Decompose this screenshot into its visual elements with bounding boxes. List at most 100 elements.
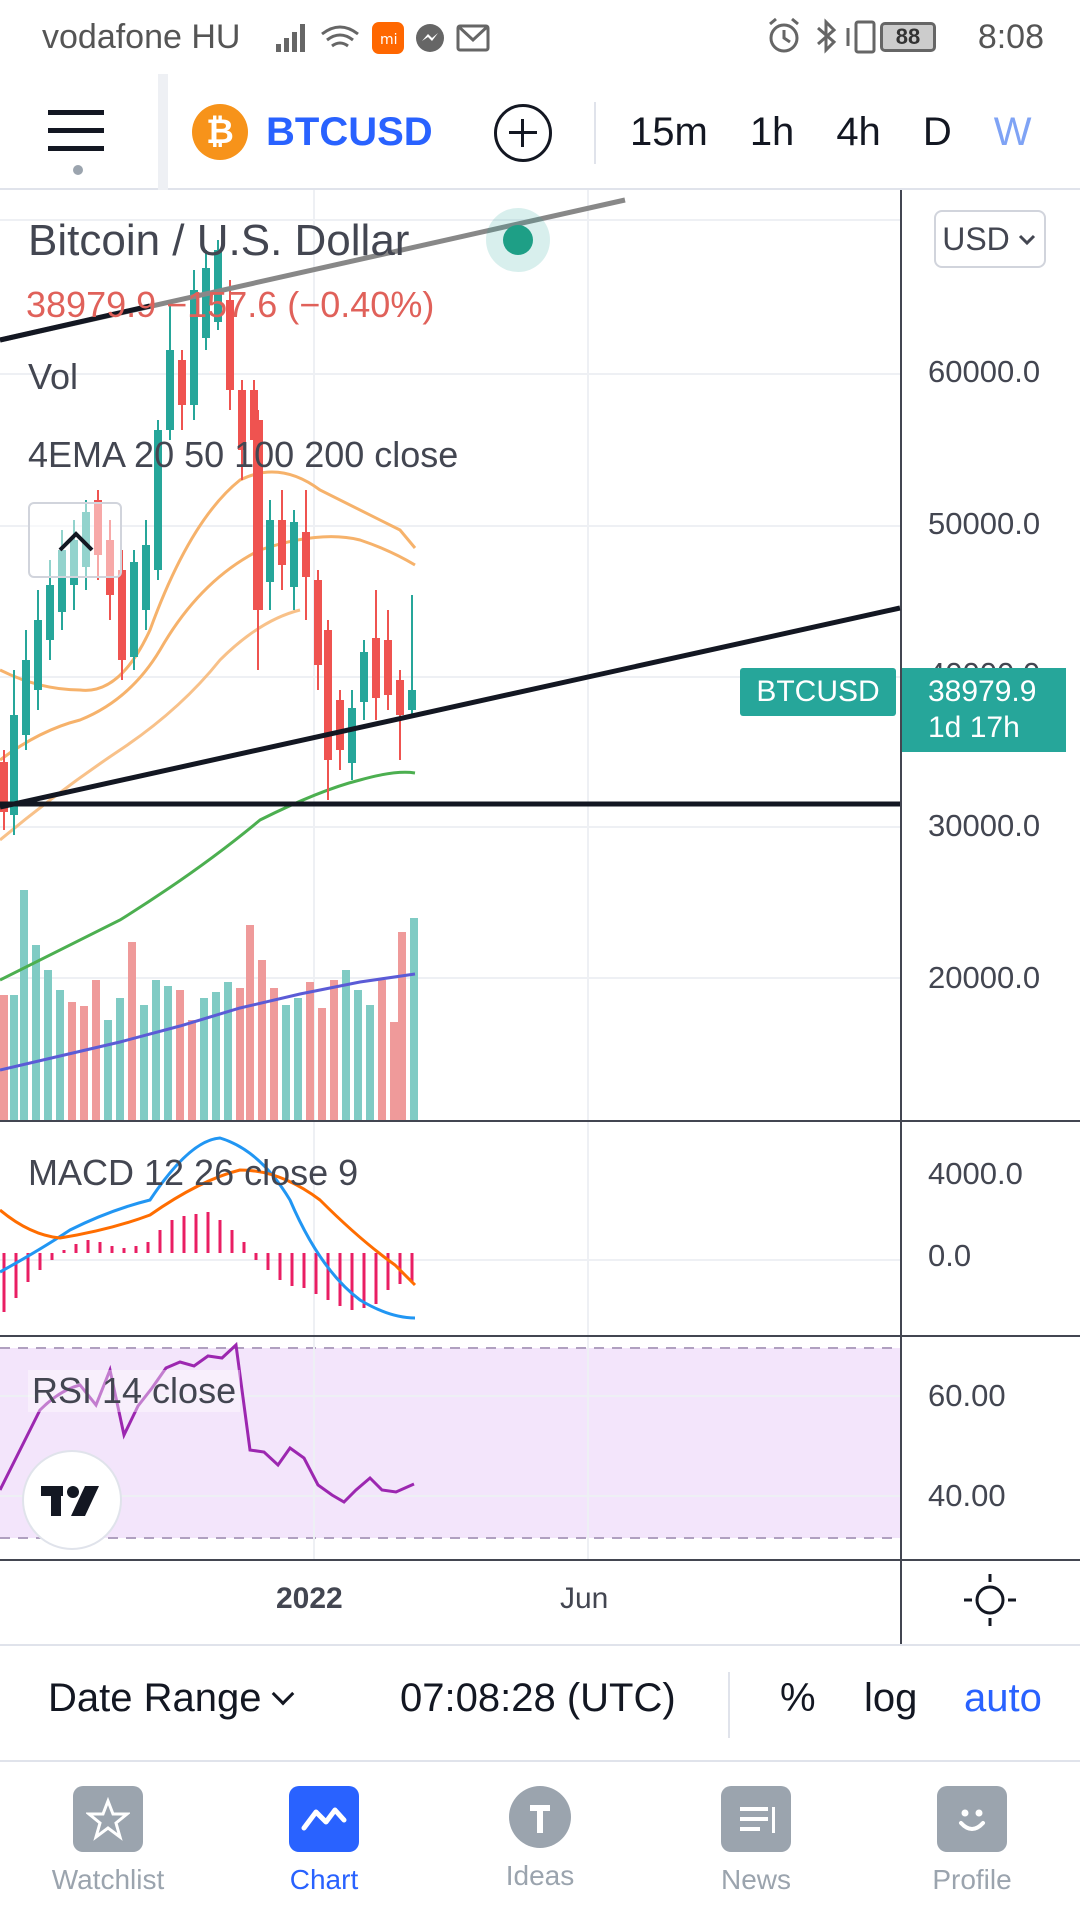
time-axis-label: 2022	[276, 1582, 343, 1615]
tradingview-logo[interactable]	[22, 1450, 122, 1550]
chevron-down-icon	[1018, 234, 1035, 246]
symbol-price-tag: BTCUSD	[740, 668, 896, 716]
price-change: 38979.9 −157.6 (−0.40%)	[26, 284, 435, 325]
chart-toolbar: ₿ BTCUSD 15m 1h 4h D W	[0, 74, 1080, 190]
tradingview-logo-icon	[41, 1486, 99, 1516]
nav-label: Ideas	[505, 1860, 575, 1891]
clock-time: 8:08	[977, 18, 1044, 56]
rsi-band	[0, 1348, 900, 1538]
compare-add-button[interactable]	[494, 104, 552, 162]
interval-1h[interactable]: 1h	[749, 109, 795, 154]
gmail-icon	[456, 24, 490, 52]
auto-scale-toggle[interactable]: auto	[964, 1676, 1042, 1720]
ema-20-line	[0, 470, 417, 692]
signal-icon	[276, 24, 305, 52]
bar-countdown: 1d 17h	[928, 711, 1020, 744]
support-trend-line	[0, 605, 901, 810]
macd-signal-line	[0, 1168, 417, 1287]
status-bar: vodafone HU mi 88 8:08	[0, 0, 1080, 74]
ema-50-line	[0, 535, 416, 762]
battery-icon: 88	[880, 22, 936, 52]
bitcoin-icon: ₿	[192, 104, 248, 160]
macd-line	[0, 1136, 416, 1320]
nav-label: Chart	[289, 1864, 359, 1895]
chevron-down-icon	[272, 1682, 295, 1705]
interval-4h[interactable]: 4h	[836, 109, 881, 154]
nav-chart[interactable]: Chart	[216, 1786, 432, 1916]
interval-tabs: 15m 1h 4h D W	[630, 104, 1073, 160]
macd-histogram	[2, 1212, 414, 1312]
date-range-label: Date Range	[48, 1676, 262, 1720]
mi-icon: mi	[372, 22, 404, 54]
menu-button[interactable]	[30, 74, 126, 190]
vibrate-icon	[846, 20, 884, 54]
plus-icon	[509, 119, 537, 147]
sun-settings-icon	[964, 1574, 1016, 1626]
lightbulb-icon	[509, 1786, 571, 1848]
toolbar-separator	[594, 102, 596, 164]
rsi-axis-label: 60.00	[928, 1378, 1006, 1413]
bottom-navigation: Watchlist Chart Ideas News Profile	[0, 1762, 1080, 1920]
utc-clock[interactable]: 07:08:28 (UTC)	[400, 1676, 676, 1720]
nav-label: Profile	[932, 1864, 1012, 1895]
svg-text:mi: mi	[380, 32, 398, 48]
chart-controls-bar: Date Range 07:08:28 (UTC) % log auto	[0, 1644, 1080, 1762]
symbol-search-button[interactable]: ₿ BTCUSD	[192, 104, 433, 160]
market-status-indicator[interactable]	[486, 208, 550, 272]
time-axis-label: Jun	[560, 1582, 609, 1615]
nav-news[interactable]: News	[648, 1786, 864, 1916]
nav-label: Watchlist	[51, 1864, 165, 1895]
carrier-name: vodafone HU	[42, 18, 241, 56]
volume-ma-line	[0, 972, 416, 1072]
news-icon	[721, 1786, 791, 1852]
nav-label: News	[720, 1864, 791, 1895]
interval-15m[interactable]: 15m	[630, 109, 708, 154]
macd-axis-label: 0.0	[928, 1238, 972, 1273]
messenger-icon	[416, 24, 444, 52]
chart-canvas[interactable]	[0, 190, 1080, 1644]
volume-label[interactable]: Vol	[28, 356, 79, 397]
nav-watchlist[interactable]: Watchlist	[0, 1786, 216, 1916]
hamburger-icon	[48, 110, 104, 175]
collapse-legend-button[interactable]	[28, 502, 122, 578]
star-icon	[73, 1786, 143, 1852]
percent-scale-toggle[interactable]: %	[780, 1676, 816, 1720]
chart-icon	[289, 1786, 359, 1852]
currency-select[interactable]: USD	[934, 210, 1046, 268]
price-axis-label: 50000.0	[928, 506, 1041, 541]
chart-settings-button[interactable]	[960, 1570, 1020, 1630]
date-range-button[interactable]: Date Range	[48, 1676, 295, 1721]
nav-ideas[interactable]: Ideas	[432, 1786, 648, 1916]
symbol-title: Bitcoin / U.S. Dollar	[28, 216, 410, 265]
rsi-line	[0, 1341, 415, 1504]
symbol-name: BTCUSD	[266, 109, 433, 154]
bluetooth-icon	[817, 18, 837, 54]
price-axis-label: 60000.0	[928, 354, 1041, 389]
price-axis-label: 40000.0	[928, 656, 1040, 670]
rsi-label[interactable]: RSI 14 close	[28, 1370, 241, 1412]
live-dot-icon	[503, 225, 533, 255]
currency-value: USD	[942, 220, 1010, 257]
alarm-icon	[769, 17, 799, 53]
ema-label[interactable]: 4EMA 20 50 100 200 close	[28, 434, 459, 475]
smiley-icon	[937, 1786, 1007, 1852]
chart-area[interactable]: Bitcoin / U.S. Dollar 38979.9 −157.6 (−0…	[0, 190, 1080, 1644]
ema-200-line	[0, 770, 416, 982]
interval-w[interactable]: W	[993, 109, 1032, 154]
volume-bars	[0, 890, 418, 1120]
interval-d[interactable]: D	[922, 109, 952, 154]
log-scale-toggle[interactable]: log	[864, 1676, 918, 1720]
status-icons-left: mi	[276, 22, 490, 54]
last-price: 38979.9	[928, 675, 1037, 708]
nav-profile[interactable]: Profile	[864, 1786, 1080, 1916]
wifi-icon	[321, 25, 359, 48]
controls-separator	[728, 1672, 730, 1738]
price-axis-label: 20000.0	[928, 960, 1041, 995]
macd-axis-label: 4000.0	[928, 1156, 1023, 1191]
price-axis-label: 30000.0	[928, 808, 1041, 843]
macd-label[interactable]: MACD 12 26 close 9	[28, 1152, 359, 1193]
chevron-up-icon	[58, 531, 94, 552]
upper-trend-line-start	[0, 303, 151, 343]
last-price-tag: 38979.9 1d 17h	[902, 668, 1066, 752]
toolbar-divider	[158, 74, 168, 190]
